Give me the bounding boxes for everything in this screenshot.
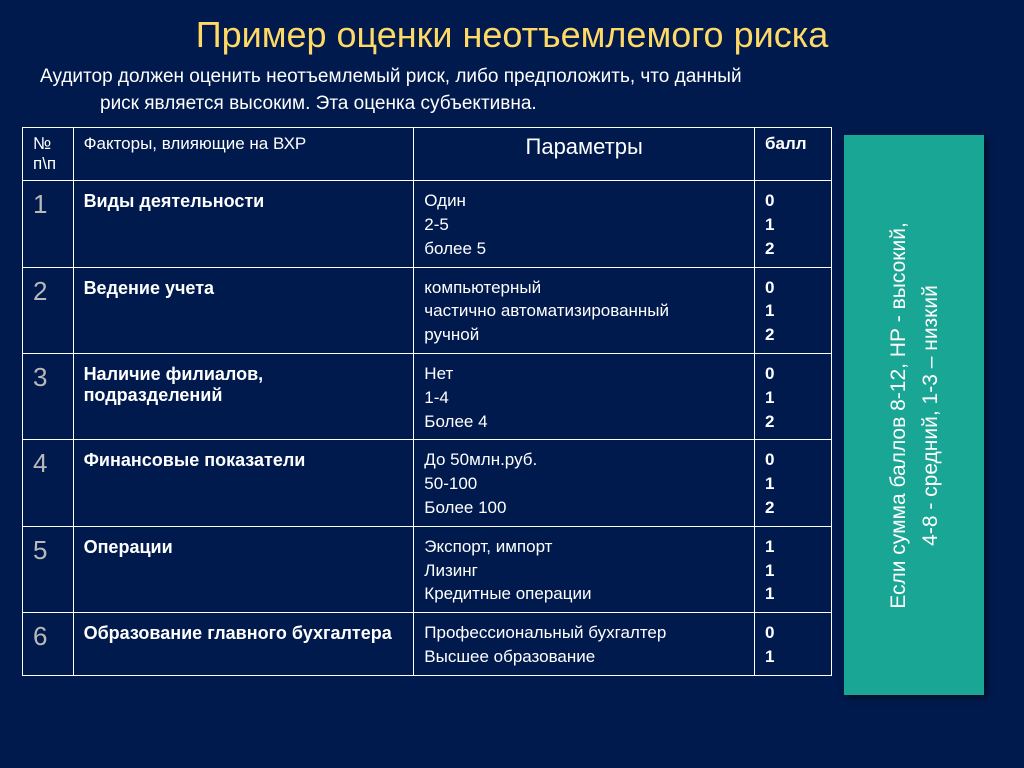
table-row: 1 Виды деятельности Один 2-5 более 5 0 1…	[23, 181, 832, 267]
sidebar-text: Если сумма баллов 8-12, НР - высокий, 4-…	[883, 222, 946, 609]
risk-table: № п\п Факторы, влияющие на ВХР Параметры…	[22, 127, 832, 676]
row-num: 4	[23, 440, 74, 526]
row-params: Один 2-5 более 5	[414, 181, 755, 267]
row-params: Экспорт, импорт Лизинг Кредитные операци…	[414, 526, 755, 612]
subtitle-line1: Аудитор должен оценить неотъемлемый риск…	[40, 64, 984, 91]
row-factor: Виды деятельности	[73, 181, 414, 267]
row-scores: 0 1 2	[755, 267, 832, 353]
table-row: 3 Наличие филиалов, подразделений Нет 1-…	[23, 353, 832, 439]
content-wrapper: № п\п Факторы, влияющие на ВХР Параметры…	[0, 117, 1024, 695]
row-params: До 50млн.руб. 50-100 Более 100	[414, 440, 755, 526]
row-params: Нет 1-4 Более 4	[414, 353, 755, 439]
row-params: Профессиональный бухгалтер Высшее образо…	[414, 613, 755, 676]
row-factor: Ведение учета	[73, 267, 414, 353]
table-header-row: № п\п Факторы, влияющие на ВХР Параметры…	[23, 128, 832, 181]
row-factor: Финансовые показатели	[73, 440, 414, 526]
table-row: 2 Ведение учета компьютерный частично ав…	[23, 267, 832, 353]
row-params: компьютерный частично автоматизированный…	[414, 267, 755, 353]
sidebar-box: Если сумма баллов 8-12, НР - высокий, 4-…	[844, 135, 984, 695]
table-row: 4 Финансовые показатели До 50млн.руб. 50…	[23, 440, 832, 526]
row-num: 5	[23, 526, 74, 612]
row-num: 3	[23, 353, 74, 439]
header-num: № п\п	[23, 128, 74, 181]
row-num: 6	[23, 613, 74, 676]
row-scores: 1 1 1	[755, 526, 832, 612]
row-scores: 0 1 2	[755, 440, 832, 526]
row-factor: Образование главного бухгалтера	[73, 613, 414, 676]
slide-subtitle: Аудитор должен оценить неотъемлемый риск…	[0, 64, 1024, 117]
slide-title: Пример оценки неотъемлемого риска	[0, 0, 1024, 64]
sidebar-line1: Если сумма баллов 8-12, НР - высокий,	[887, 222, 910, 609]
row-num: 1	[23, 181, 74, 267]
row-num: 2	[23, 267, 74, 353]
sidebar-line2: 4-8 - средний, 1-3 – низкий	[918, 285, 941, 546]
subtitle-line2: риск является высоким. Эта оценка субъек…	[40, 91, 984, 118]
row-factor: Операции	[73, 526, 414, 612]
row-scores: 0 1 2	[755, 181, 832, 267]
header-score: балл	[755, 128, 832, 181]
table-row: 5 Операции Экспорт, импорт Лизинг Кредит…	[23, 526, 832, 612]
table-row: 6 Образование главного бухгалтера Профес…	[23, 613, 832, 676]
header-factor: Факторы, влияющие на ВХР	[73, 128, 414, 181]
row-scores: 0 1	[755, 613, 832, 676]
row-scores: 0 1 2	[755, 353, 832, 439]
row-factor: Наличие филиалов, подразделений	[73, 353, 414, 439]
header-param: Параметры	[414, 128, 755, 181]
